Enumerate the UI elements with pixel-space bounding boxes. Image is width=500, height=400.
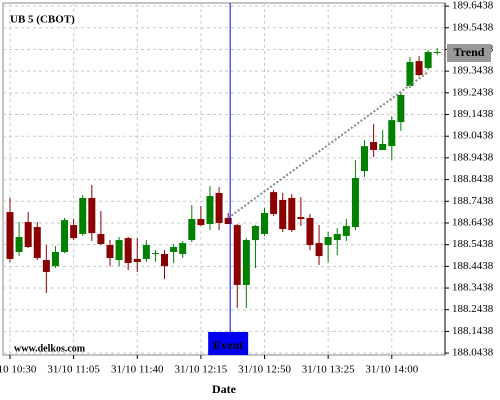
y-tick-label: 188.3438: [452, 282, 494, 294]
y-tick-label: 188.5438: [452, 238, 494, 250]
candle-body: [115, 240, 123, 261]
candle-body: [315, 243, 323, 257]
y-tick-label: 188.6438: [452, 216, 494, 228]
y-tick-label: 189.1438: [452, 108, 494, 120]
x-tick-label: 31/10 11:05: [47, 364, 100, 376]
candle-body: [6, 212, 14, 259]
x-tick-label: 31/10 11:40: [111, 364, 164, 376]
candle-body: [324, 237, 332, 246]
y-tick-label: 188.9438: [452, 151, 494, 163]
candle-body: [361, 146, 369, 172]
candle-body: [297, 217, 305, 220]
candle-body: [106, 245, 114, 259]
candle-body: [242, 240, 250, 285]
event-label-box: [208, 332, 249, 355]
candle-body: [224, 217, 232, 225]
candle-body: [24, 222, 32, 247]
candle-body: [42, 260, 50, 272]
candle-body: [61, 220, 69, 252]
candle-body: [342, 225, 350, 236]
candle-body: [233, 225, 241, 285]
plot-area: [2, 2, 446, 356]
candle-body: [288, 197, 296, 231]
candle-body: [306, 217, 314, 246]
x-tick-label: 31/10 13:25: [302, 364, 355, 376]
candle-body: [33, 227, 41, 259]
grid: [3, 3, 445, 355]
chart-title: UB 5 (CBOT): [10, 14, 75, 26]
y-tick-label: 188.7438: [452, 195, 494, 207]
candles: [6, 48, 441, 308]
x-axis-label: Date: [212, 382, 237, 396]
watermark: www.delkos.com: [14, 343, 86, 354]
candle-body: [133, 258, 141, 262]
x-tick-label: 31/10 14:00: [365, 364, 418, 376]
candle-body: [15, 237, 23, 252]
y-tick-label: 189.5438: [452, 21, 494, 33]
candle-body: [433, 52, 441, 54]
y-tick-label: 189.6438: [452, 0, 494, 12]
candle-body: [170, 246, 178, 252]
candle-body: [79, 197, 87, 234]
x-tick-label: 31/10 12:50: [238, 364, 291, 376]
candle-body: [251, 225, 259, 241]
event-label: Event: [213, 338, 243, 352]
trend-line: [227, 71, 429, 219]
trend-label: Trend: [454, 45, 485, 59]
candle-body: [188, 219, 196, 241]
candle-body: [70, 225, 78, 239]
y-tick-label: 188.4438: [452, 260, 494, 272]
candle-body: [151, 253, 159, 255]
candle-body: [424, 52, 432, 69]
candle-body: [161, 253, 169, 267]
candle-body: [279, 199, 287, 229]
y-tick-label: 188.2438: [452, 303, 494, 315]
candle-body: [206, 196, 214, 225]
y-tick-label: 188.0438: [452, 347, 494, 359]
candle-body: [351, 178, 359, 228]
y-tick-label: 189.0438: [452, 130, 494, 142]
candle-body: [97, 233, 105, 244]
candle-body: [142, 245, 150, 259]
candle-body: [379, 143, 387, 151]
candle-body: [124, 238, 132, 264]
y-tick-label: 189.3438: [452, 65, 494, 77]
candle-body: [333, 233, 341, 241]
x-tick-label: 31/10 10:30: [0, 364, 37, 376]
candle-body: [406, 61, 414, 87]
y-tick-label: 189.2438: [452, 86, 494, 98]
candle-body: [388, 120, 396, 147]
candle-body: [261, 212, 269, 234]
candle-body: [197, 219, 205, 226]
trend-label-box: [447, 44, 491, 62]
candle-body: [415, 61, 423, 76]
candle-body: [397, 94, 405, 123]
x-tick-label: 31/10 12:15: [174, 364, 227, 376]
candle-body: [370, 142, 378, 151]
y-tick-label: 188.1438: [452, 325, 494, 337]
candle-body: [51, 251, 59, 267]
candle-body: [215, 192, 223, 223]
candle-body: [179, 243, 187, 254]
candle-body: [270, 192, 278, 215]
y-tick-label: 188.8438: [452, 173, 494, 185]
candle-body: [88, 197, 96, 234]
